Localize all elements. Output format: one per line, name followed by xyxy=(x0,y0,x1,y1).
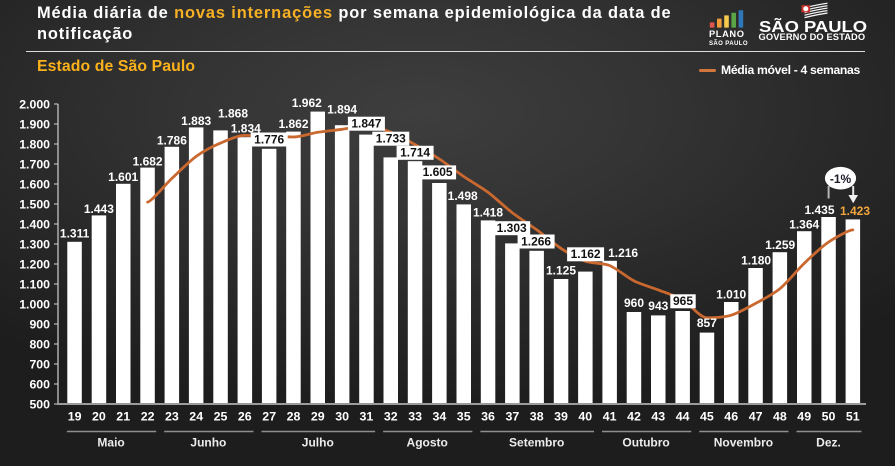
svg-text:1.498: 1.498 xyxy=(448,189,478,203)
svg-text:22: 22 xyxy=(141,410,155,424)
svg-text:1.418: 1.418 xyxy=(473,205,503,219)
svg-text:1.266: 1.266 xyxy=(521,234,551,248)
svg-text:29: 29 xyxy=(311,410,325,424)
svg-text:1.700: 1.700 xyxy=(19,157,50,171)
svg-text:1.601: 1.601 xyxy=(108,170,138,184)
svg-text:51: 51 xyxy=(846,410,860,424)
svg-text:1.303: 1.303 xyxy=(497,221,527,235)
svg-text:41: 41 xyxy=(603,410,617,424)
svg-text:1.125: 1.125 xyxy=(546,263,576,277)
svg-text:700: 700 xyxy=(29,357,50,371)
svg-text:1.259: 1.259 xyxy=(765,238,795,252)
svg-text:1.776: 1.776 xyxy=(254,132,284,146)
svg-text:34: 34 xyxy=(433,410,447,424)
svg-text:1.311: 1.311 xyxy=(60,226,90,240)
svg-text:33: 33 xyxy=(408,410,422,424)
svg-text:1.400: 1.400 xyxy=(19,217,50,231)
svg-text:35: 35 xyxy=(457,410,471,424)
svg-text:1.714: 1.714 xyxy=(400,146,430,160)
svg-text:Agosto: Agosto xyxy=(407,436,448,450)
svg-text:1.786: 1.786 xyxy=(157,134,187,148)
svg-text:-1%: -1% xyxy=(830,172,852,186)
svg-text:Maio: Maio xyxy=(97,436,124,450)
svg-text:21: 21 xyxy=(116,410,130,424)
svg-text:Julho: Julho xyxy=(302,436,334,450)
svg-text:44: 44 xyxy=(676,410,690,424)
svg-text:47: 47 xyxy=(749,410,763,424)
svg-text:1.847: 1.847 xyxy=(351,117,381,131)
svg-text:1.100: 1.100 xyxy=(19,277,50,291)
svg-text:38: 38 xyxy=(530,410,544,424)
svg-text:1.862: 1.862 xyxy=(278,117,308,131)
svg-text:24: 24 xyxy=(189,410,203,424)
svg-text:1.300: 1.300 xyxy=(19,237,50,251)
svg-text:40: 40 xyxy=(578,410,592,424)
svg-text:965: 965 xyxy=(673,294,693,308)
svg-text:600: 600 xyxy=(29,377,50,391)
svg-text:25: 25 xyxy=(214,410,228,424)
svg-text:1.500: 1.500 xyxy=(19,197,50,211)
svg-text:20: 20 xyxy=(92,410,106,424)
svg-text:Outubro: Outubro xyxy=(622,436,669,450)
svg-text:1.180: 1.180 xyxy=(741,253,771,267)
svg-text:Dez.: Dez. xyxy=(816,436,841,450)
svg-text:800: 800 xyxy=(29,337,50,351)
svg-text:1.435: 1.435 xyxy=(804,203,834,217)
svg-text:1.200: 1.200 xyxy=(19,257,50,271)
svg-text:900: 900 xyxy=(29,317,50,331)
svg-text:1.733: 1.733 xyxy=(376,132,406,146)
svg-text:36: 36 xyxy=(481,410,495,424)
svg-text:1.868: 1.868 xyxy=(218,106,248,120)
svg-text:45: 45 xyxy=(700,410,714,424)
svg-text:1.364: 1.364 xyxy=(789,218,819,232)
svg-text:49: 49 xyxy=(797,410,811,424)
svg-text:857: 857 xyxy=(697,316,717,330)
svg-text:30: 30 xyxy=(335,410,349,424)
svg-text:Novembro: Novembro xyxy=(714,436,773,450)
svg-text:1.894: 1.894 xyxy=(327,103,357,117)
svg-text:1.682: 1.682 xyxy=(133,154,163,168)
svg-text:1.162: 1.162 xyxy=(571,247,601,261)
svg-text:1.010: 1.010 xyxy=(716,288,746,302)
svg-text:1.000: 1.000 xyxy=(19,297,50,311)
svg-text:1.834: 1.834 xyxy=(231,121,261,135)
svg-text:46: 46 xyxy=(724,410,738,424)
svg-text:48: 48 xyxy=(773,410,787,424)
svg-text:42: 42 xyxy=(627,410,641,424)
svg-text:1.800: 1.800 xyxy=(19,137,50,151)
svg-text:32: 32 xyxy=(384,410,398,424)
svg-text:500: 500 xyxy=(29,397,50,411)
svg-text:1.443: 1.443 xyxy=(84,202,114,216)
svg-text:2.000: 2.000 xyxy=(19,97,50,111)
svg-text:1.600: 1.600 xyxy=(19,177,50,191)
svg-text:960: 960 xyxy=(624,296,644,310)
svg-text:39: 39 xyxy=(554,410,568,424)
svg-text:26: 26 xyxy=(238,410,252,424)
svg-text:27: 27 xyxy=(262,410,276,424)
svg-text:1.962: 1.962 xyxy=(292,96,322,110)
svg-text:28: 28 xyxy=(287,410,301,424)
svg-text:1.423: 1.423 xyxy=(840,204,870,218)
svg-text:23: 23 xyxy=(165,410,179,424)
svg-text:1.883: 1.883 xyxy=(181,114,211,128)
svg-text:1.900: 1.900 xyxy=(19,117,50,131)
svg-text:50: 50 xyxy=(822,410,836,424)
svg-text:Junho: Junho xyxy=(190,436,226,450)
svg-text:1.216: 1.216 xyxy=(608,246,638,260)
svg-text:31: 31 xyxy=(360,410,374,424)
svg-text:1.605: 1.605 xyxy=(423,165,453,179)
svg-text:943: 943 xyxy=(648,299,668,313)
svg-text:43: 43 xyxy=(651,410,665,424)
svg-text:Setembro: Setembro xyxy=(509,436,564,450)
svg-text:19: 19 xyxy=(68,410,82,424)
svg-text:37: 37 xyxy=(506,410,520,424)
